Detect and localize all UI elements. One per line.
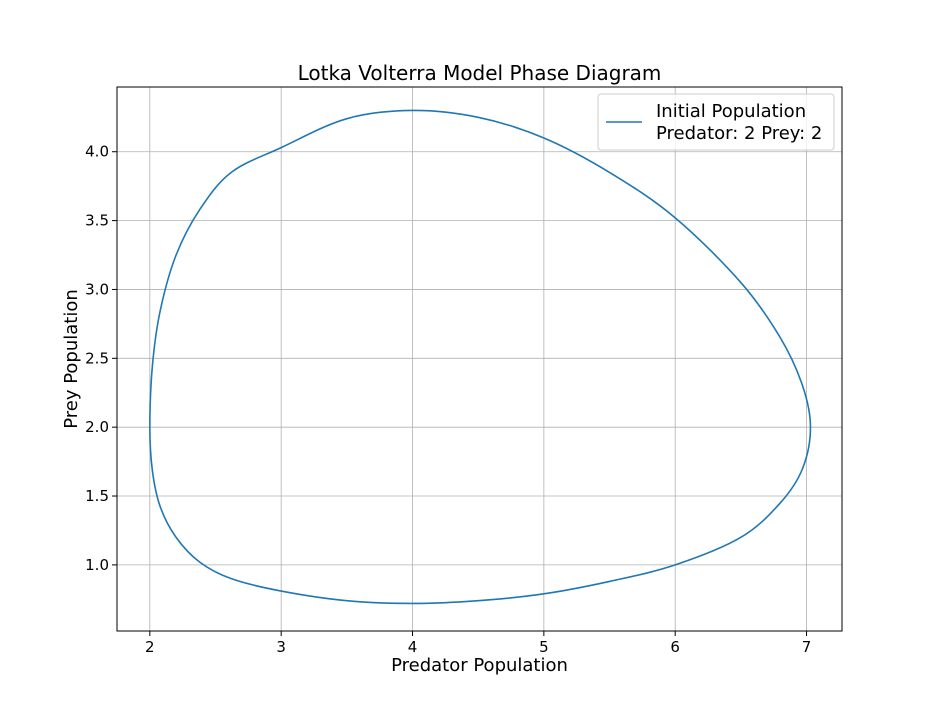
grid-lines: [117, 87, 842, 631]
chart-title: Lotka Volterra Model Phase Diagram: [298, 61, 662, 85]
series-layer: [149, 109, 812, 605]
y-tick-label: 1.5: [85, 487, 109, 505]
y-axis-label: Prey Population: [61, 289, 82, 429]
plot-area-background: [117, 87, 842, 631]
plot-area-frame: [116, 86, 843, 632]
x-tick-label: 4: [408, 638, 418, 656]
x-tick-label: 3: [276, 638, 286, 656]
series-line: [149, 109, 812, 605]
axis-ticks: 2 3 4 5 6 7 1.0 1.5 2.0 2.5 3.0 3.5 4.0: [85, 143, 811, 656]
x-tick-label: 2: [145, 638, 155, 656]
y-tick-label: 4.0: [85, 143, 109, 161]
x-tick-label: 6: [670, 638, 680, 656]
x-tick-label: 7: [802, 638, 812, 656]
legend: Initial Population Predator: 2 Prey: 2: [597, 93, 835, 151]
y-tick-label: 2.0: [85, 418, 109, 436]
y-tick-label: 2.5: [85, 349, 109, 367]
y-tick-label: 3.0: [85, 280, 109, 298]
legend-label-line-2: Predator: 2 Prey: 2: [656, 123, 822, 144]
y-tick-label: 3.5: [85, 212, 109, 230]
legend-label-line-1: Initial Population: [656, 101, 806, 122]
legend-box: [597, 93, 835, 151]
x-tick-label: 5: [539, 638, 549, 656]
x-axis-label: Predator Population: [391, 655, 568, 676]
y-tick-label: 1.0: [85, 556, 109, 574]
